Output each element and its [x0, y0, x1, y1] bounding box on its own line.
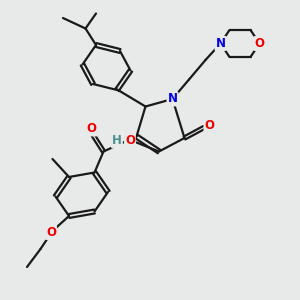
Text: O: O: [204, 118, 214, 132]
Text: O: O: [46, 226, 56, 239]
Text: N: N: [167, 92, 178, 106]
Text: N: N: [215, 37, 226, 50]
Text: O: O: [254, 37, 265, 50]
Text: H: H: [112, 134, 122, 148]
Text: O: O: [125, 134, 135, 148]
Text: O: O: [86, 122, 97, 136]
